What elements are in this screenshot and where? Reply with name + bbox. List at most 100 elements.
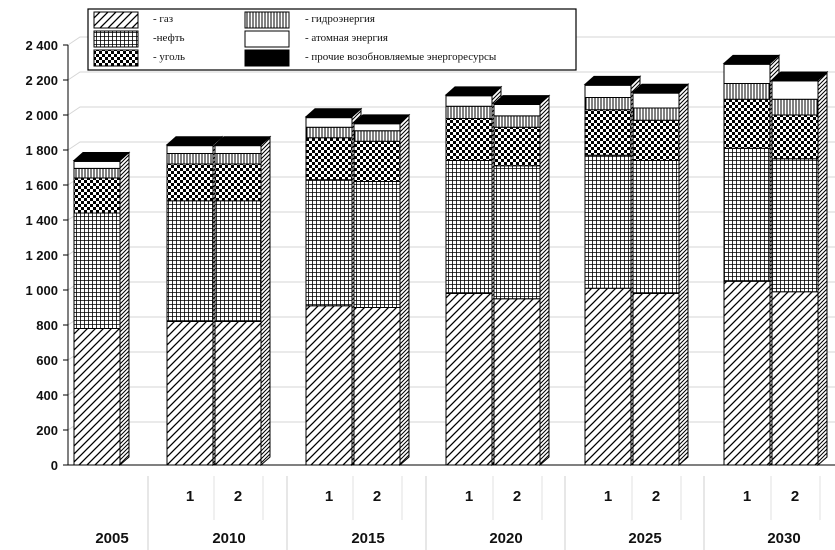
bar-segment-vertical <box>445 105 493 119</box>
bar-segment-diagonal <box>445 293 493 466</box>
bar-segment-white <box>493 104 541 117</box>
bar-segment-grid <box>723 147 771 282</box>
legend-box <box>87 8 577 71</box>
bar-segment-checker <box>166 163 214 202</box>
bar-segment-checker <box>632 119 680 161</box>
bar-2025-2 <box>631 83 690 467</box>
bar-segment-diagonal <box>493 298 541 466</box>
y-tick-label: 1 600 <box>25 178 58 193</box>
bar-2020-1 <box>444 85 503 467</box>
bar-segment-diagonal <box>632 293 680 466</box>
bar-segment-diagonal <box>723 280 771 466</box>
scenario-label: 1 <box>743 488 751 505</box>
legend-label: - уголь <box>153 51 185 63</box>
bar-2015-1 <box>304 107 363 467</box>
bar-segment-vertical <box>632 107 680 121</box>
legend-swatch-black <box>244 49 290 67</box>
bar-2020-2 <box>492 94 551 467</box>
y-tick-label: 800 <box>36 318 58 333</box>
bar-segment-white <box>305 117 353 128</box>
bar-top-face <box>165 136 224 146</box>
year-label: 2025 <box>628 530 661 547</box>
legend-swatch-checker <box>93 49 139 67</box>
bar-top-face <box>72 152 131 161</box>
bar-segment-white <box>353 123 401 132</box>
y-axis: 0 200 400 600 800 1 000 1 200 1 400 1 600 1 800 2 … <box>25 38 835 473</box>
bar-top-face <box>444 86 503 96</box>
scenario-label: 1 <box>186 488 194 505</box>
gridline <box>67 141 835 151</box>
bar-segment-white <box>214 145 262 154</box>
bar-segment-vertical <box>723 83 771 100</box>
bar-segment-vertical <box>305 126 353 139</box>
year-label: 2005 <box>95 530 128 547</box>
bar-segment-vertical <box>584 97 632 111</box>
scenario-label: 2 <box>513 488 521 505</box>
bar-segment-vertical <box>353 130 401 142</box>
bar-segment-grid <box>305 179 353 307</box>
bar-2025-1 <box>583 75 642 467</box>
bar-segment-white <box>771 80 819 100</box>
bar-segment-diagonal <box>771 291 819 466</box>
legend-label: -нефть <box>153 32 185 44</box>
bar-side-face <box>399 113 410 467</box>
bar-segment-diagonal <box>353 307 401 466</box>
bar-segment-grid <box>73 212 121 329</box>
bar-segment-grid <box>214 200 262 322</box>
bar-side-face <box>260 135 271 467</box>
bar-segment-vertical <box>771 98 819 116</box>
bar-segment-grid <box>584 154 632 289</box>
bar-segment-vertical <box>214 153 262 165</box>
bar-top-face <box>492 95 551 105</box>
legend-label: - атомная энергия <box>305 32 388 44</box>
bar-segment-grid <box>353 181 401 308</box>
bar-segment-checker <box>445 118 493 161</box>
y-tick-label: 2 400 <box>25 38 58 53</box>
scenario-label: 2 <box>373 488 381 505</box>
y-tick-label: 1 400 <box>25 213 58 228</box>
year-label: 2020 <box>489 530 522 547</box>
bar-segment-checker <box>723 98 771 149</box>
scenario-label: 1 <box>604 488 612 505</box>
bar-top-face <box>770 71 829 81</box>
scenario-label: 2 <box>652 488 660 505</box>
bar-2030-2 <box>770 70 829 467</box>
legend-swatch-white <box>244 30 290 48</box>
bar-segment-grid <box>632 160 680 294</box>
y-tick-label: 2 000 <box>25 108 58 123</box>
y-tick-label: 600 <box>36 353 58 368</box>
bar-segment-diagonal <box>584 287 632 466</box>
year-label: 2015 <box>351 530 384 547</box>
y-tick-label: 0 <box>51 458 58 473</box>
bar-top-face <box>583 75 642 85</box>
category-dividers <box>147 476 821 550</box>
bar-segment-checker <box>771 114 819 160</box>
bar-side-face <box>817 70 828 467</box>
y-tick-label: 1 200 <box>25 248 58 263</box>
y-tick-label: 400 <box>36 388 58 403</box>
bar-side-face <box>539 94 550 467</box>
bar-segment-white <box>73 160 121 169</box>
bar-2005 <box>72 151 131 467</box>
bar-side-face <box>119 151 130 467</box>
y-tick-label: 2 200 <box>25 73 58 88</box>
year-label: 2010 <box>212 530 245 547</box>
bar-segment-diagonal <box>305 305 353 466</box>
bar-top-face <box>631 83 690 93</box>
bar-segment-checker <box>214 163 262 202</box>
scenario-label: 1 <box>325 488 333 505</box>
y-tick-label: 200 <box>36 423 58 438</box>
bar-segment-white <box>632 92 680 109</box>
bar-segment-diagonal <box>214 321 262 466</box>
legend-label: - прочие возобновляемые энергоресурсы <box>305 51 497 63</box>
bar-2030-1 <box>722 54 781 467</box>
bar-top-face <box>304 108 363 118</box>
bar-segment-checker <box>353 140 401 182</box>
legend-swatch-vertical <box>244 11 290 29</box>
scenario-label: 2 <box>791 488 799 505</box>
x-axis-labels: 2005 2010 2015 2020 2025 2030 1 2 1 2 1 2 1 2 1 2 <box>95 488 800 547</box>
year-label: 2030 <box>767 530 800 547</box>
scenario-label: 2 <box>234 488 242 505</box>
gridline <box>67 71 835 81</box>
